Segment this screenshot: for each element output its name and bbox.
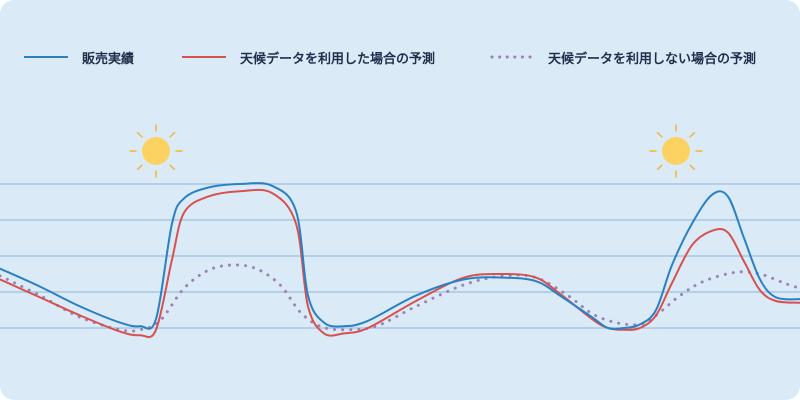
sun-ray	[169, 164, 176, 171]
sun-disc	[662, 137, 690, 165]
series-actual-sales	[0, 182, 800, 330]
series-forecast-without-weather	[0, 263, 800, 333]
legend-label-forecast-without-weather: 天候データを利用しない場合の予測	[548, 51, 757, 67]
sun-ray	[656, 164, 663, 171]
sun-ray	[136, 131, 143, 138]
legend-swatch-forecast-with-weather	[182, 52, 226, 62]
sun-icon	[129, 124, 183, 178]
sun-ray	[169, 131, 176, 138]
sun-ray	[656, 131, 663, 138]
series-forecast-with-weather	[0, 188, 800, 339]
legend-label-forecast-with-weather: 天候データを利用した場合の予測	[240, 51, 436, 67]
sun-disc	[142, 137, 170, 165]
sun-ray	[689, 131, 696, 138]
legend-item-forecast-without-weather: 天候データを利用しない場合の予測	[490, 42, 756, 72]
legend-label-actual-sales: 販売実績	[82, 51, 135, 67]
legend: 販売実績 天候データを利用した場合の予測 天候データを利用しない場合の予測	[0, 42, 800, 72]
legend-swatch-actual-sales	[24, 52, 68, 62]
legend-item-forecast-with-weather: 天候データを利用した場合の予測	[182, 42, 435, 72]
gridlines	[0, 183, 800, 329]
sun-icon	[649, 124, 703, 178]
sun-ray	[136, 164, 143, 171]
legend-item-actual-sales: 販売実績	[24, 42, 134, 72]
sun-ray	[689, 164, 696, 171]
legend-swatch-forecast-without-weather	[490, 52, 534, 62]
